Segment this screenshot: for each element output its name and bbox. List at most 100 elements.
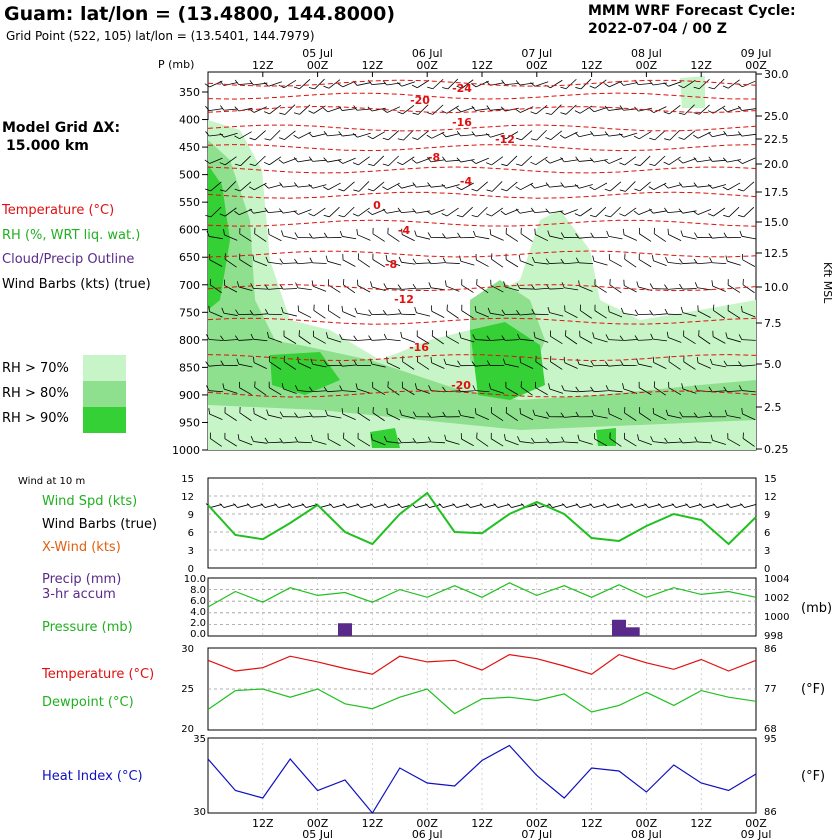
barb-flag: [560, 412, 565, 418]
wind-barb: [250, 333, 268, 342]
barb-flag: [308, 110, 314, 114]
wind-barb: [456, 130, 475, 137]
surface-wind-barb: [630, 503, 647, 508]
wind-barb: [723, 130, 742, 137]
barb-shaft: [209, 157, 223, 164]
wind-barb: [634, 155, 651, 167]
barb-flag: [372, 381, 374, 388]
barb-flag: [694, 232, 698, 238]
barb-flag: [441, 213, 448, 217]
barb-shaft: [462, 206, 473, 218]
wind-barb: [472, 385, 490, 393]
barb-shaft: [727, 415, 741, 419]
barb-flag: [636, 281, 639, 288]
barb-flag: [531, 256, 536, 263]
top-hour-label: 00Z: [416, 59, 438, 72]
pressure-tick-right: 998: [764, 631, 783, 642]
barb-shaft: [610, 181, 622, 192]
wind-barb: [209, 432, 222, 447]
barb-flag: [545, 112, 552, 115]
barb-flag: [663, 183, 669, 189]
barb-flag: [281, 383, 284, 389]
wind-barb: [561, 385, 579, 393]
barb-flag: [456, 85, 463, 89]
wind-barb: [693, 104, 710, 115]
barb-flag: [648, 186, 655, 190]
barb-flag: [208, 305, 210, 312]
barb-shaft: [402, 361, 415, 370]
barb-flag: [442, 257, 447, 264]
barb-flag: [442, 87, 448, 90]
barb-flag: [489, 228, 492, 235]
barb-flag: [608, 253, 610, 260]
barb-shaft: [388, 155, 399, 166]
wind-barb: [249, 130, 266, 141]
wind-barb: [619, 132, 638, 138]
barb-shaft: [475, 311, 490, 318]
barb-shaft: [432, 78, 444, 90]
wind-barb: [606, 230, 623, 240]
barb-flag: [476, 432, 478, 439]
wind-barb: [471, 361, 490, 367]
wind-barb: [254, 227, 267, 242]
barb-flag: [427, 182, 432, 188]
barb-flag: [605, 334, 609, 340]
temp-contour-2: [207, 105, 757, 114]
barb-flag: [663, 111, 670, 115]
barb-shaft: [667, 210, 682, 214]
barb-shaft: [742, 284, 755, 294]
barb-shaft: [343, 206, 355, 218]
barb-shaft: [580, 207, 592, 217]
wind-barb: [545, 258, 564, 264]
barb-flag: [204, 159, 210, 164]
barb-flag: [623, 279, 625, 286]
barb-shaft: [223, 82, 238, 86]
wind-barb: [442, 257, 460, 264]
wind-barb: [267, 331, 282, 343]
barb-flag: [444, 434, 447, 441]
wind-barb: [653, 227, 667, 242]
wind-tick-right: 6: [764, 528, 770, 539]
barb-flag: [308, 233, 313, 239]
barb-flag: [341, 305, 344, 312]
wind-barb: [412, 258, 431, 264]
wind-barb: [411, 79, 430, 89]
barb-flag: [708, 411, 713, 418]
barb-shaft: [461, 310, 474, 319]
barb-flag: [443, 358, 447, 365]
barb-flag: [711, 280, 714, 287]
wind-barb: [711, 280, 726, 292]
barb-shaft: [564, 390, 579, 393]
barb-flag: [266, 409, 269, 416]
wind-barb: [357, 279, 371, 293]
wind-barb: [220, 181, 237, 192]
barb-shaft: [535, 156, 548, 166]
wind-barb: [414, 383, 430, 394]
precip-accum-label: 3-hr accum: [42, 587, 116, 602]
barb-shaft: [594, 310, 607, 319]
barb-flag: [693, 86, 700, 90]
wind-barb: [353, 181, 370, 192]
barb-flag: [293, 210, 299, 215]
wind-barb: [649, 283, 668, 290]
barb-shaft: [268, 261, 283, 265]
height-tick-label: 7.5: [764, 317, 782, 330]
wind-barb: [308, 233, 327, 239]
wind-barb: [323, 182, 341, 191]
barb-shaft: [579, 133, 593, 138]
barb-flag: [501, 335, 506, 341]
barb-shaft: [595, 206, 607, 218]
bottom-hour-label: 12Z: [581, 817, 603, 830]
barb-flag: [457, 232, 461, 238]
barb-flag: [619, 213, 625, 217]
barb-shaft: [505, 259, 519, 268]
temp-contour-label: -12: [394, 293, 414, 306]
barb-shaft: [372, 412, 385, 422]
barb-shaft: [312, 390, 327, 393]
wind-barb: [693, 157, 712, 163]
wind-barb: [308, 132, 327, 138]
wind-barb: [505, 253, 519, 268]
wind-barb: [530, 207, 549, 214]
barb-shaft: [667, 441, 682, 444]
wind-barb: [725, 332, 741, 343]
